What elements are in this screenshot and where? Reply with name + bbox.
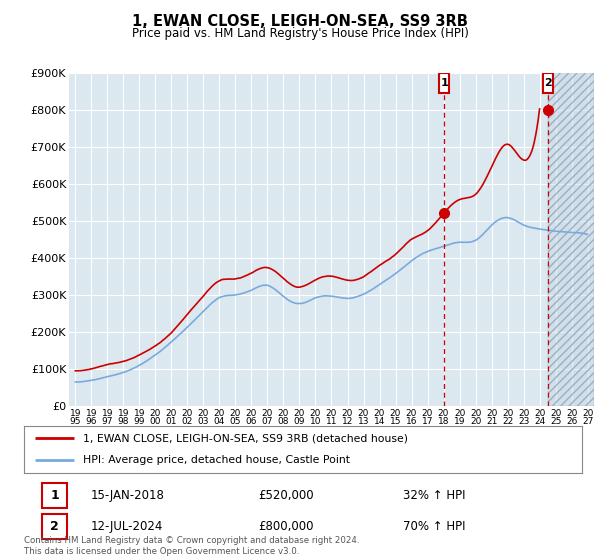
Text: 1, EWAN CLOSE, LEIGH-ON-SEA, SS9 3RB: 1, EWAN CLOSE, LEIGH-ON-SEA, SS9 3RB (132, 14, 468, 29)
Text: 1, EWAN CLOSE, LEIGH-ON-SEA, SS9 3RB (detached house): 1, EWAN CLOSE, LEIGH-ON-SEA, SS9 3RB (de… (83, 433, 407, 444)
Bar (548, 73, 594, 406)
Text: 2: 2 (50, 520, 59, 533)
Text: 70% ↑ HPI: 70% ↑ HPI (403, 520, 466, 533)
Text: 32% ↑ HPI: 32% ↑ HPI (403, 489, 466, 502)
Text: Price paid vs. HM Land Registry's House Price Index (HPI): Price paid vs. HM Land Registry's House … (131, 27, 469, 40)
FancyBboxPatch shape (42, 514, 67, 539)
Text: 1: 1 (440, 78, 448, 88)
FancyBboxPatch shape (544, 73, 553, 93)
Text: 2: 2 (544, 78, 552, 88)
Text: £800,000: £800,000 (259, 520, 314, 533)
FancyBboxPatch shape (439, 73, 449, 93)
FancyBboxPatch shape (42, 483, 67, 508)
Text: 15-JAN-2018: 15-JAN-2018 (91, 489, 165, 502)
Bar (548, 73, 594, 406)
Text: HPI: Average price, detached house, Castle Point: HPI: Average price, detached house, Cast… (83, 455, 350, 465)
Text: £520,000: £520,000 (259, 489, 314, 502)
Text: 1: 1 (50, 489, 59, 502)
Text: Contains HM Land Registry data © Crown copyright and database right 2024.
This d: Contains HM Land Registry data © Crown c… (24, 536, 359, 556)
Text: 12-JUL-2024: 12-JUL-2024 (91, 520, 163, 533)
